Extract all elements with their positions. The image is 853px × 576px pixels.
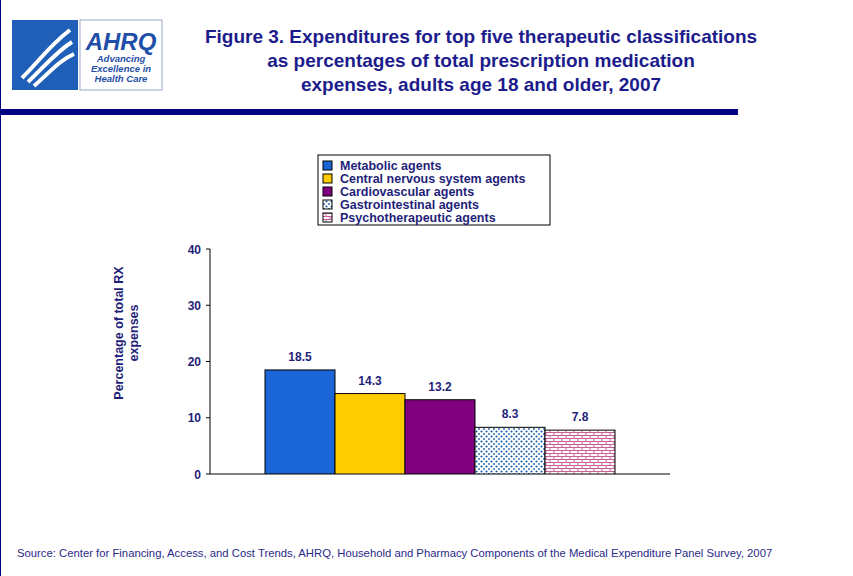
legend-box [318,155,550,225]
y-tick-label: 20 [188,355,202,369]
bar [265,370,335,474]
data-label: 8.3 [502,407,519,421]
data-label: 18.5 [288,350,312,364]
logo-emblem [12,20,78,90]
y-label: Percentage of total RX [112,266,126,400]
title: expenses, adults age 18 and older, 2007 [301,74,661,95]
logo-tagline: Health Care [95,73,149,84]
bar [405,400,475,474]
title: Figure 3. Expenditures for top five ther… [205,26,757,47]
y-tick-label: 0 [194,468,201,482]
legend-label: Metabolic agents [340,159,441,173]
logo-swoosh [22,30,74,86]
legend-swatch [323,187,332,196]
legend-label: Cardiovascular agents [340,185,474,199]
chart-root: AHRQAdvancingExcellence inHealth Care Fig… [0,0,853,576]
logo: AHRQAdvancingExcellence inHealth Care [12,20,162,90]
y-tick [206,361,210,362]
frame-line [0,0,1,576]
background [0,0,853,576]
header-rule [0,109,738,115]
source: Source: Center for Financing, Access, an… [17,547,772,559]
data-label: 7.8 [572,410,589,424]
legend-label: Psychotherapeutic agents [340,211,496,225]
bar [545,430,615,474]
data-label: 14.3 [358,374,382,388]
legend-swatch [323,174,332,183]
legend-swatch [323,161,332,170]
bar [335,394,405,474]
legend-label: Gastrointestinal agents [340,198,479,212]
logo-box [80,20,162,90]
y-tick-label: 40 [188,243,202,257]
legend: Metabolic agentsCentral nervous system a… [318,155,550,225]
y-tick [206,305,210,306]
y-tick-label: 30 [188,299,202,313]
legend-label: Central nervous system agents [340,172,526,186]
y-tick [206,474,210,475]
legend-swatch [323,200,332,209]
logo-text: AHRQ [85,28,157,55]
bars [265,370,615,474]
y-label: expenses [127,304,141,361]
chart: AHRQAdvancingExcellence inHealth Care Fig… [0,0,853,576]
legend-swatch [323,213,332,222]
y-tick [206,417,210,418]
y-tick [206,249,210,250]
y-tick-label: 10 [188,411,202,425]
data-label: 13.2 [428,380,452,394]
title: as percentages of total prescription med… [267,50,695,71]
bar [475,427,545,474]
